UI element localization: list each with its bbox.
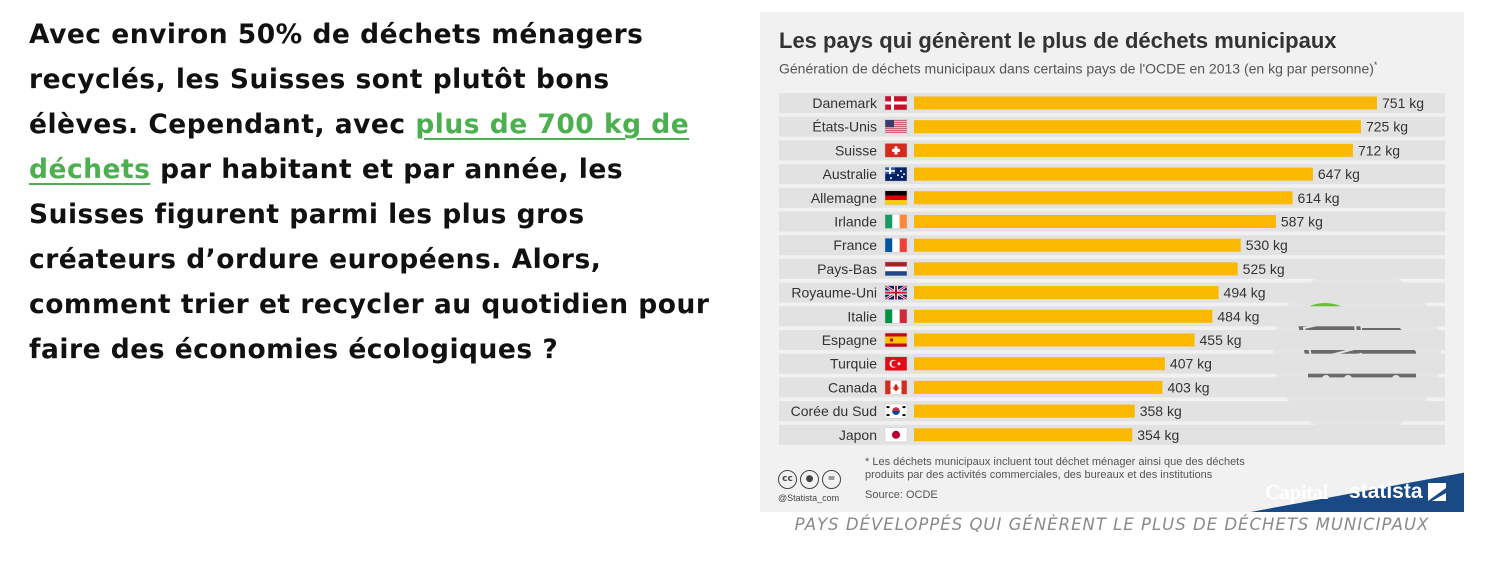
flag-icon-ca — [884, 380, 908, 395]
category-label: Italie — [847, 308, 877, 324]
chart-subtitle-text: Génération de déchets municipaux dans ce… — [779, 60, 1374, 77]
no-derivatives-icon: = — [822, 470, 841, 489]
value-label: 751 kg — [1382, 95, 1424, 111]
value-label: 647 kg — [1318, 166, 1360, 182]
category-label: Pays-Bas — [817, 261, 877, 277]
bar — [914, 428, 1133, 442]
bar-row: Irlande 587 kg — [779, 211, 1445, 232]
category-label: Australie — [823, 166, 878, 182]
flag-icon-ch — [884, 143, 908, 158]
bar-row: Corée du Sud 358 kg — [779, 401, 1445, 422]
bar-row: Italie 484 kg — [779, 306, 1445, 327]
value-label: 455 kg — [1200, 332, 1242, 348]
bar-row: Turquie 407 kg — [779, 353, 1445, 374]
flag-icon-au — [884, 166, 908, 182]
chart-title: Les pays qui génèrent le plus de déchets… — [779, 28, 1337, 53]
category-label: France — [833, 237, 877, 253]
statista-mark-icon — [1428, 483, 1446, 501]
cc-icon: cc — [778, 470, 797, 489]
bar-row: Royaume-Uni 494 kg — [779, 282, 1445, 303]
value-label: 407 kg — [1170, 356, 1212, 372]
bar-row: Espagne 455 kg — [779, 330, 1445, 350]
bar — [914, 333, 1195, 347]
subtitle-footnote-mark: * — [1373, 60, 1378, 70]
flag-icon-tr — [884, 356, 908, 371]
flag-icon-jp — [884, 427, 908, 443]
value-label: 494 kg — [1224, 285, 1266, 301]
category-label: Danemark — [812, 95, 878, 111]
bar — [914, 309, 1213, 323]
chart-subtitle: Génération de déchets municipaux dans ce… — [779, 60, 1377, 77]
article-text-before: Avec environ 50% de déchets ménagers rec… — [29, 19, 644, 140]
flag-icon-us — [884, 119, 908, 134]
value-label: 403 kg — [1167, 379, 1209, 395]
value-label: 712 kg — [1358, 142, 1400, 158]
value-label: 725 kg — [1366, 119, 1408, 135]
value-label: 587 kg — [1281, 214, 1323, 230]
bar-row: États-Unis 725 kg — [779, 116, 1445, 137]
bar — [914, 191, 1293, 205]
attribution-icon: ● — [800, 470, 819, 489]
category-label: Espagne — [822, 332, 877, 348]
bar-chart: Danemark 751 kg États-Unis 725 kg Suisse 712 … — [779, 93, 1445, 445]
value-label: 358 kg — [1140, 403, 1182, 419]
bar-row: France 530 kg — [779, 235, 1445, 256]
category-label: Japon — [839, 427, 877, 443]
bar — [914, 143, 1353, 157]
flag-icon-it — [884, 309, 908, 324]
bar-row: Danemark 751 kg — [779, 93, 1445, 113]
flag-icon-kr — [884, 403, 908, 419]
bar — [914, 380, 1163, 394]
flag-icon-dk — [884, 95, 908, 111]
category-label: Royaume-Uni — [791, 285, 877, 301]
capital-logo: Capital — [1265, 480, 1329, 504]
flag-icon-nl — [884, 261, 908, 277]
flag-icon-de — [884, 190, 908, 206]
bar-row: Japon 354 kg — [779, 424, 1445, 445]
category-label: Turquie — [830, 356, 877, 372]
article-text-after: par habitant et par année, les Suisses f… — [29, 154, 710, 365]
category-label: Corée du Sud — [791, 403, 877, 419]
bar — [914, 215, 1276, 228]
bar-row: Suisse 712 kg — [779, 140, 1445, 161]
category-label: Allemagne — [811, 190, 877, 206]
bar — [914, 286, 1219, 300]
article-paragraph: Avec environ 50% de déchets ménagers rec… — [29, 12, 729, 372]
bar-row: Australie 647 kg — [779, 164, 1445, 185]
value-label: 484 kg — [1217, 308, 1259, 324]
flag-icon-es — [884, 332, 908, 348]
flag-icon-fr — [884, 237, 908, 253]
chart-source: Source: OCDE — [865, 489, 938, 501]
category-label: Irlande — [834, 214, 877, 230]
chart-footnote: * Les déchets municipaux incluent tout d… — [865, 456, 1245, 481]
bar-row: Canada 403 kg — [779, 377, 1445, 398]
bar — [914, 238, 1241, 252]
value-label: 525 kg — [1243, 261, 1285, 277]
bar — [914, 404, 1135, 418]
flag-icon-gb — [884, 284, 908, 301]
category-label: Suisse — [835, 142, 877, 158]
value-label: 354 kg — [1137, 427, 1179, 443]
bar — [914, 96, 1377, 110]
creative-commons-icons: cc ● = — [778, 470, 841, 489]
statista-credit: @Statista_com — [778, 493, 840, 503]
figure-caption: PAYS DÉVELOPPÉS QUI GÉNÈRENT LE PLUS DE … — [794, 515, 1430, 534]
statista-logo: statista — [1349, 480, 1423, 503]
value-label: 614 kg — [1298, 190, 1340, 206]
value-label: 530 kg — [1246, 237, 1288, 253]
bar — [914, 262, 1238, 276]
bar — [914, 120, 1361, 134]
category-label: Canada — [828, 379, 877, 395]
bar — [914, 167, 1313, 181]
bar-row: Pays-Bas 525 kg — [779, 258, 1445, 279]
category-label: États-Unis — [812, 119, 877, 135]
statista-infographic: Les pays qui génèrent le plus de déchets… — [760, 12, 1464, 512]
bar — [914, 357, 1165, 371]
waste-statistics-link[interactable]: plus de 700 kg de déchets — [29, 109, 690, 185]
flag-icon-ie — [884, 214, 908, 229]
bar-row: Allemagne 614 kg — [779, 187, 1445, 208]
